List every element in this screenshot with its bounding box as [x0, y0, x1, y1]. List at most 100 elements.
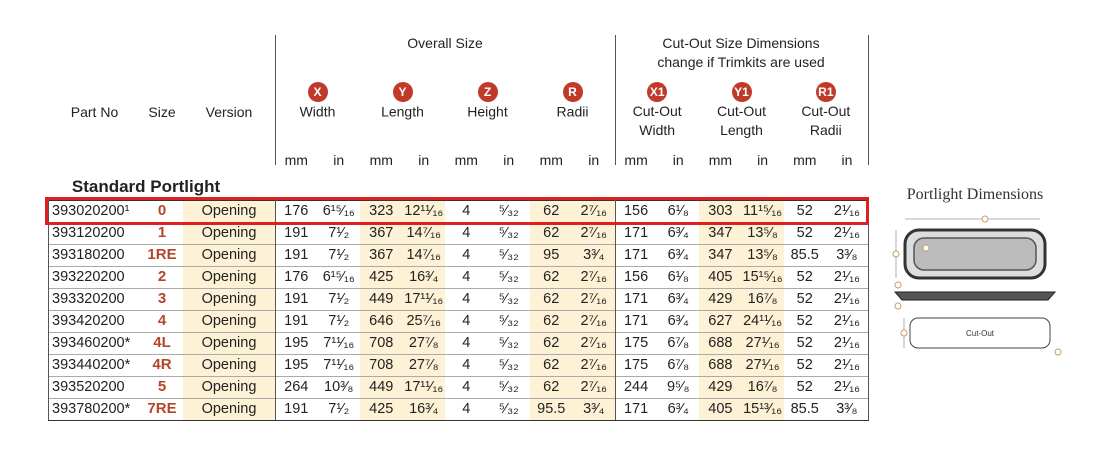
header-divider — [275, 35, 276, 165]
table-cell: ⁵⁄₃₂ — [498, 357, 519, 373]
row-line — [48, 288, 868, 289]
table-cell: 24¹¹⁄₁₆ — [743, 313, 783, 329]
table-cell: 3³⁄₄ — [583, 247, 605, 263]
cutout-label: Cut-Out — [966, 329, 995, 338]
table-cell: 62 — [543, 335, 560, 351]
table-cell: 27¹⁄₁₆ — [745, 335, 780, 351]
table-cell: 191 — [284, 313, 309, 329]
table-cell: 2⁷⁄₁₆ — [580, 335, 607, 351]
table-cell: 4R — [152, 356, 172, 373]
table-cell: 7RE — [147, 400, 177, 417]
table-cell: 393220200 — [52, 269, 125, 285]
table-cell: 449 — [369, 379, 394, 395]
table-cell: 4 — [157, 312, 167, 329]
header-unit: mm — [284, 152, 308, 168]
table-cell: 393780200* — [52, 401, 131, 417]
table-cell: Opening — [201, 401, 257, 417]
table-cell: 16⁷⁄₈ — [747, 291, 778, 307]
table-cell: 2¹⁄₁₆ — [833, 379, 860, 395]
table-cell: 2¹⁄₁₆ — [833, 269, 860, 285]
highlight-box — [45, 197, 869, 225]
header-unit: in — [841, 152, 853, 168]
table-cell: 13⁵⁄₈ — [747, 247, 778, 263]
table-cell: 367 — [369, 225, 394, 241]
header-label: Cut-Out Width — [632, 103, 682, 138]
header-unit: mm — [369, 152, 393, 168]
table-cell: 2⁷⁄₁₆ — [580, 269, 607, 285]
header-icon: R1 — [815, 82, 836, 102]
table-cell: 4 — [462, 379, 471, 395]
table-cell: 3 — [157, 290, 167, 307]
table-cell: 6¹⁵⁄₁₆ — [322, 203, 355, 219]
table-cell: 176 — [284, 269, 309, 285]
header-size: Size — [148, 104, 176, 120]
section-title: Standard Portlight — [71, 177, 221, 196]
table-cell: 449 — [369, 291, 394, 307]
table-cell: 708 — [369, 335, 394, 351]
header-divider — [615, 35, 616, 165]
header-unit: mm — [708, 152, 733, 168]
table-cell: 2¹⁄₁₆ — [833, 313, 860, 329]
table-cell: 16³⁄₄ — [409, 269, 439, 285]
table-cell: 6³⁄₄ — [667, 225, 689, 241]
header-divider — [868, 35, 869, 165]
table-cell: 5 — [157, 378, 167, 395]
table-cell: 52 — [796, 291, 813, 307]
table-cell: 62 — [543, 291, 560, 307]
table-cell: 6¹⁵⁄₁₆ — [322, 269, 355, 285]
header-part-no: Part No — [70, 104, 119, 120]
table-cell: 85.5 — [790, 247, 819, 263]
table-cell: 393420200 — [52, 313, 125, 329]
header-unit: in — [333, 152, 345, 168]
table-cell: 393020200¹ — [52, 203, 130, 219]
header-label: Length — [381, 103, 424, 120]
table-cell: 171 — [623, 247, 649, 263]
table-border — [48, 200, 869, 201]
table-cell: 7¹⁄₂ — [328, 401, 350, 417]
header-label: Radii — [556, 103, 589, 120]
table-cell: 425 — [369, 401, 394, 417]
table-cell: 171 — [623, 313, 649, 329]
header-unit: mm — [454, 152, 478, 168]
header-icon: X1 — [647, 82, 668, 102]
table-cell: 4 — [462, 203, 471, 219]
header-icon: X — [307, 82, 328, 102]
header-unit: in — [672, 152, 684, 168]
header-unit: in — [418, 152, 430, 168]
table-cell: 175 — [623, 357, 649, 373]
table-cell: 27⁷⁄₈ — [408, 357, 439, 373]
table-cell: 52 — [796, 357, 813, 373]
row-line — [48, 332, 868, 333]
table-border — [275, 200, 276, 420]
table-cell: 393180200 — [52, 247, 125, 263]
table-cell: 688 — [708, 335, 733, 351]
table-cell: 6¹⁄₈ — [667, 269, 689, 285]
table-cell: 191 — [284, 225, 309, 241]
header-unit: in — [503, 152, 515, 168]
table-cell: 195 — [284, 335, 309, 351]
table-cell: 2⁷⁄₁₆ — [580, 225, 607, 241]
table-cell: 171 — [623, 225, 649, 241]
table-cell: 4 — [462, 335, 471, 351]
table-cell: 429 — [708, 291, 733, 307]
table-cell: 13⁵⁄₈ — [747, 225, 778, 241]
header-unit: in — [757, 152, 769, 168]
table-cell: 156 — [623, 269, 649, 285]
table-cell: 6³⁄₄ — [667, 313, 689, 329]
table-cell: 1RE — [147, 246, 177, 263]
table-cell: 244 — [623, 379, 649, 395]
table-border — [615, 200, 616, 420]
table-cell: 425 — [369, 269, 394, 285]
table-cell: 15¹³⁄₁₆ — [743, 401, 783, 417]
table-cell: 191 — [284, 401, 309, 417]
table-cell: 52 — [796, 379, 813, 395]
table-cell: 2¹⁄₁₆ — [833, 225, 860, 241]
table-cell: 52 — [796, 225, 813, 241]
table-cell: 2⁷⁄₁₆ — [580, 379, 607, 395]
table-cell: 191 — [284, 247, 309, 263]
table-cell: Opening — [201, 247, 257, 263]
table-cell: Opening — [201, 225, 257, 241]
diagram: Portlight Dimensions Cut-Out — [892, 186, 1062, 356]
header-overall-size: Overall Size — [407, 35, 483, 51]
